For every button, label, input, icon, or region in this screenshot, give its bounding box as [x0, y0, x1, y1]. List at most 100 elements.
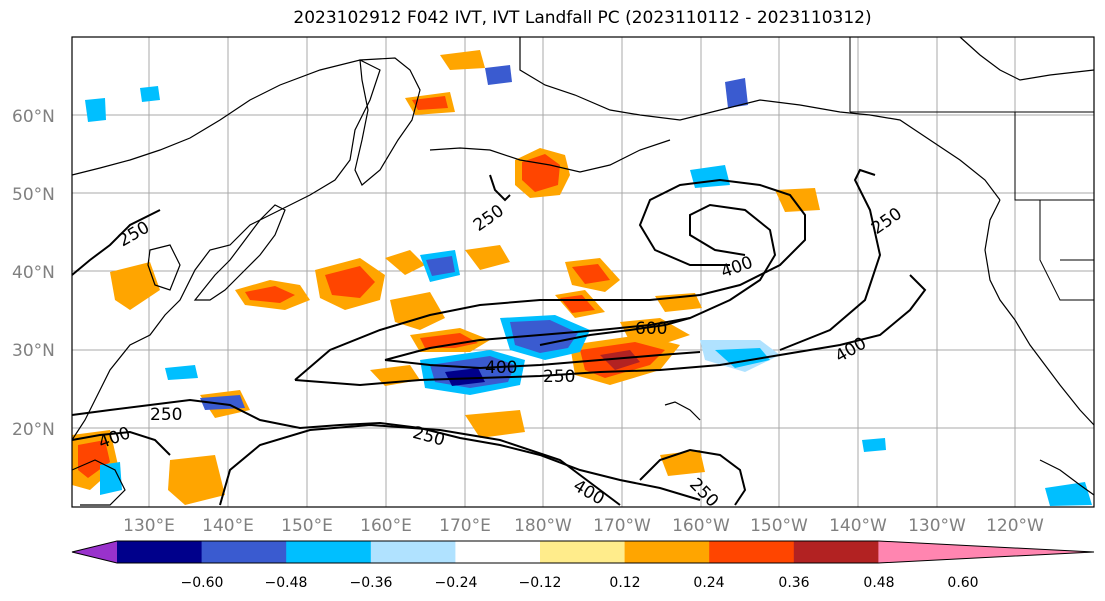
anomaly-blob-positive [168, 455, 225, 505]
lat-label: 20°N [12, 420, 55, 440]
coastline-philippines [71, 459, 126, 506]
political-boundaries [849, 37, 1094, 301]
colorbar-extend-low [72, 541, 117, 563]
anomaly-blob-negative [715, 348, 770, 368]
anomaly-blob-negative [165, 365, 198, 380]
ivt-contour-250-hawaii [639, 448, 747, 506]
coastline-mexico [1039, 459, 1095, 496]
ivt-contour-250-alaska [489, 174, 511, 202]
lat-label: 50°N [12, 185, 55, 205]
colorbar-tick-label: −0.12 [519, 575, 562, 591]
colorbar-tick-label: −0.36 [350, 575, 393, 591]
colorbar-segment [624, 541, 710, 563]
lon-label: 130°W [908, 516, 966, 536]
lon-label: 130°E [123, 516, 175, 536]
lon-label: 140°W [829, 516, 887, 536]
colorbar-tick-label: 0.48 [863, 575, 894, 591]
anomaly-blob-positive [245, 286, 295, 303]
coastlines [71, 36, 1095, 506]
colorbar-segment [117, 541, 203, 563]
colorbar-tick-label: −0.24 [435, 575, 478, 591]
colorbar [71, 540, 1095, 564]
ivt-contour-250-outer [779, 168, 882, 351]
lon-label: 170°W [593, 516, 651, 536]
ivt-contours [71, 168, 927, 506]
anomaly-blob-positive [390, 292, 445, 330]
colorbar-segment [286, 541, 372, 563]
ivt-contour-600 [539, 317, 691, 346]
colorbar-segment [455, 541, 541, 563]
colorbar-tick-label: −0.60 [181, 575, 224, 591]
lon-label: 150°E [281, 516, 333, 536]
ivt-contour-400-lower [384, 351, 701, 370]
anomaly-blob-positive [600, 350, 640, 370]
anomaly-blob-positive [620, 318, 690, 345]
colorbar-tick-labels: −0.60 −0.48 −0.36 −0.24 −0.12 0.12 0.24 … [181, 575, 979, 591]
lon-label: 140°E [202, 516, 254, 536]
coastline-korea [147, 244, 181, 291]
ivt-contour-400-south [71, 430, 171, 456]
lon-label: 170°E [439, 516, 491, 536]
colorbar-outline [71, 540, 1095, 564]
colorbar-tick-label: 0.36 [778, 575, 809, 591]
lon-label: 120°W [986, 516, 1044, 536]
coastline-aleutians [429, 139, 671, 173]
lon-label: 160°W [672, 516, 730, 536]
anomaly-blob-positive [522, 154, 560, 192]
contour-label: 600 [635, 319, 667, 339]
anomaly-blob-positive [465, 245, 510, 270]
coastline-kamchatka [354, 57, 421, 186]
coastline-hawaii [664, 401, 701, 421]
anomaly-blob-negative [485, 65, 512, 85]
ivt-contour-250-center [219, 423, 621, 506]
coastline-japan [193, 204, 286, 301]
colorbar-extend-high [878, 541, 1094, 563]
colorbar-tick-label: −0.48 [265, 575, 308, 591]
anomaly-blob-positive [385, 250, 425, 275]
coastline-arctic [959, 36, 1095, 81]
colorbar-tick-label: 0.24 [693, 575, 724, 591]
colorbar-segment [370, 541, 456, 563]
ivt-contour-250-south [71, 398, 701, 501]
coastline-asia [71, 59, 381, 441]
longitude-labels: 130°E 140°E 150°E 160°E 170°E 180°W 170°… [123, 516, 1044, 536]
anomaly-blob-negative [445, 368, 485, 386]
contour-label: 400 [485, 358, 517, 378]
anomaly-blob-negative [510, 320, 578, 353]
lon-label: 180°W [514, 516, 572, 536]
border-canada-us-west [1014, 112, 1094, 201]
anomaly-blob-positive [420, 333, 478, 348]
colorbar-segment [793, 541, 879, 563]
ivt-anomaly-shading [72, 50, 1092, 506]
anomaly-blob-positive [465, 410, 525, 438]
anomaly-blob-negative [725, 78, 748, 108]
map-title: 2023102912 F042 IVT, IVT Landfall PC (20… [293, 8, 872, 28]
latitude-labels: 60°N 50°N 40°N 30°N 20°N [12, 107, 55, 440]
colorbar-tick-label: 0.12 [609, 575, 640, 591]
contour-label: 250 [543, 367, 575, 387]
colorbar-segment [201, 541, 287, 563]
anomaly-blob-negative [100, 462, 122, 495]
anomaly-blob-positive [325, 266, 375, 298]
lon-label: 150°W [750, 516, 808, 536]
coastline-north-america [984, 199, 1095, 426]
lat-label: 40°N [12, 263, 55, 283]
ivt-contour-250-west [71, 209, 161, 276]
anomaly-blob-negative [140, 86, 160, 102]
anomaly-blob-negative [1045, 482, 1092, 506]
lon-label: 160°E [360, 516, 412, 536]
ivt-contour-250 [294, 178, 806, 381]
anomaly-blob-positive [440, 50, 485, 70]
lat-label: 30°N [12, 341, 55, 361]
anomaly-blob-positive [412, 96, 448, 110]
map-frame [71, 36, 1095, 508]
ivt-contour-250-lower [294, 274, 927, 387]
anomaly-blob-positive [572, 264, 610, 284]
anomaly-blob-positive [78, 440, 110, 478]
border-us-states [1039, 200, 1094, 301]
coastline-alaska [519, 37, 1001, 201]
colorbar-segment [540, 541, 626, 563]
anomaly-blob-negative [426, 256, 455, 276]
lat-label: 60°N [12, 107, 55, 127]
